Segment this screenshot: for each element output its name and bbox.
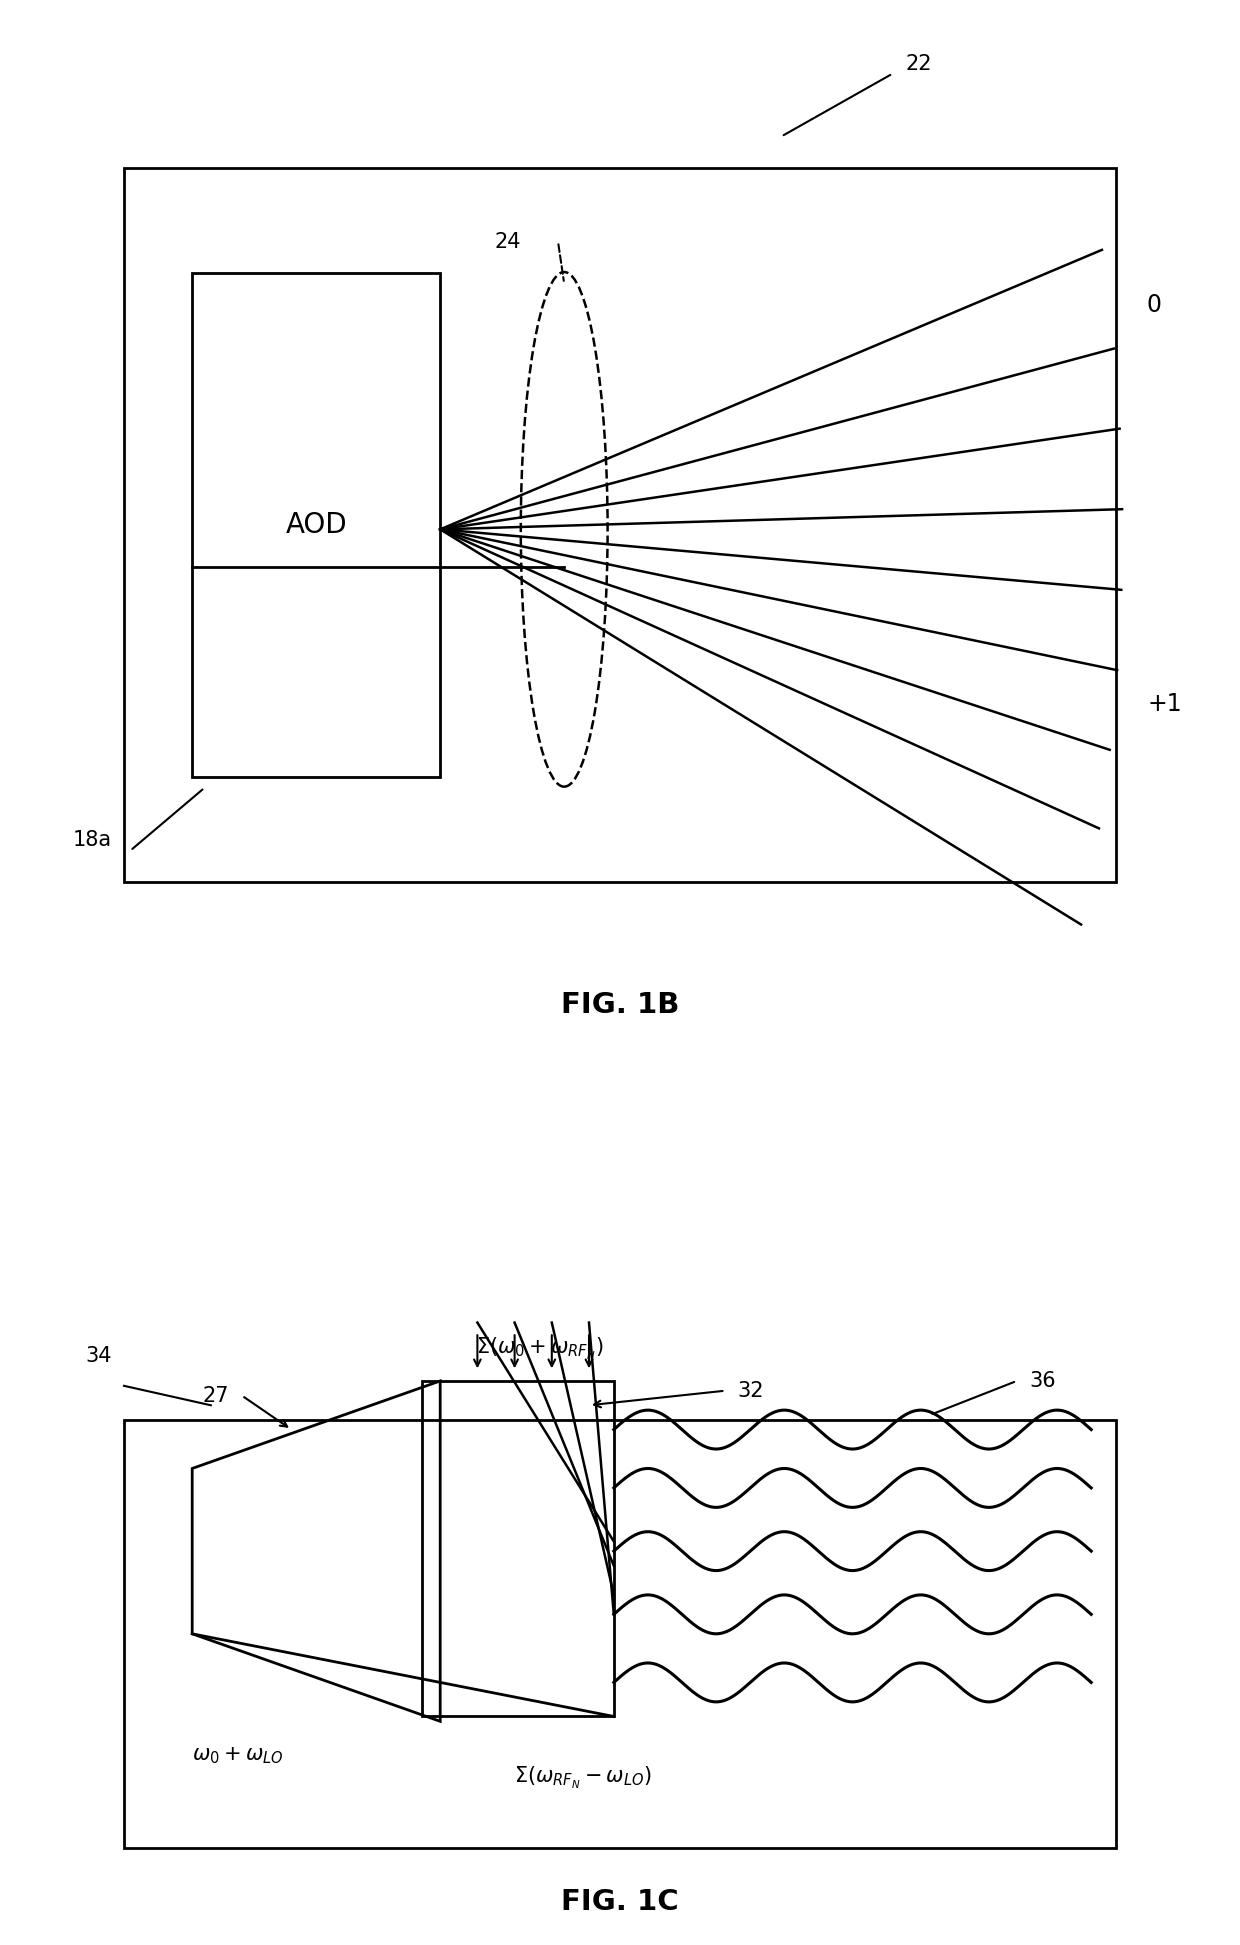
Text: $\omega_0 + \omega_{LO}$: $\omega_0 + \omega_{LO}$ (192, 1747, 284, 1766)
Text: 32: 32 (738, 1381, 764, 1400)
Text: 36: 36 (1029, 1371, 1055, 1391)
Text: $\Sigma(\omega_0 + \omega_{RF_N})$: $\Sigma(\omega_0 + \omega_{RF_N})$ (476, 1336, 603, 1362)
Bar (124, 167, 1116, 883)
Bar (192, 272, 440, 778)
Text: +1: +1 (1147, 692, 1182, 716)
Text: 22: 22 (905, 54, 931, 74)
Text: FIG. 1C: FIG. 1C (562, 1889, 678, 1916)
Text: AOD: AOD (285, 512, 347, 539)
Text: 0: 0 (1147, 292, 1162, 317)
Text: 27: 27 (203, 1385, 229, 1406)
Bar (124, 1420, 1116, 1848)
Text: 24: 24 (495, 231, 521, 253)
Text: 18a: 18a (72, 831, 112, 850)
Bar (422, 1381, 614, 1717)
Text: FIG. 1B: FIG. 1B (560, 990, 680, 1019)
Text: 34: 34 (86, 1346, 112, 1367)
Text: $\Sigma(\omega_{RF_N} - \omega_{LO})$: $\Sigma(\omega_{RF_N} - \omega_{LO})$ (513, 1766, 652, 1791)
